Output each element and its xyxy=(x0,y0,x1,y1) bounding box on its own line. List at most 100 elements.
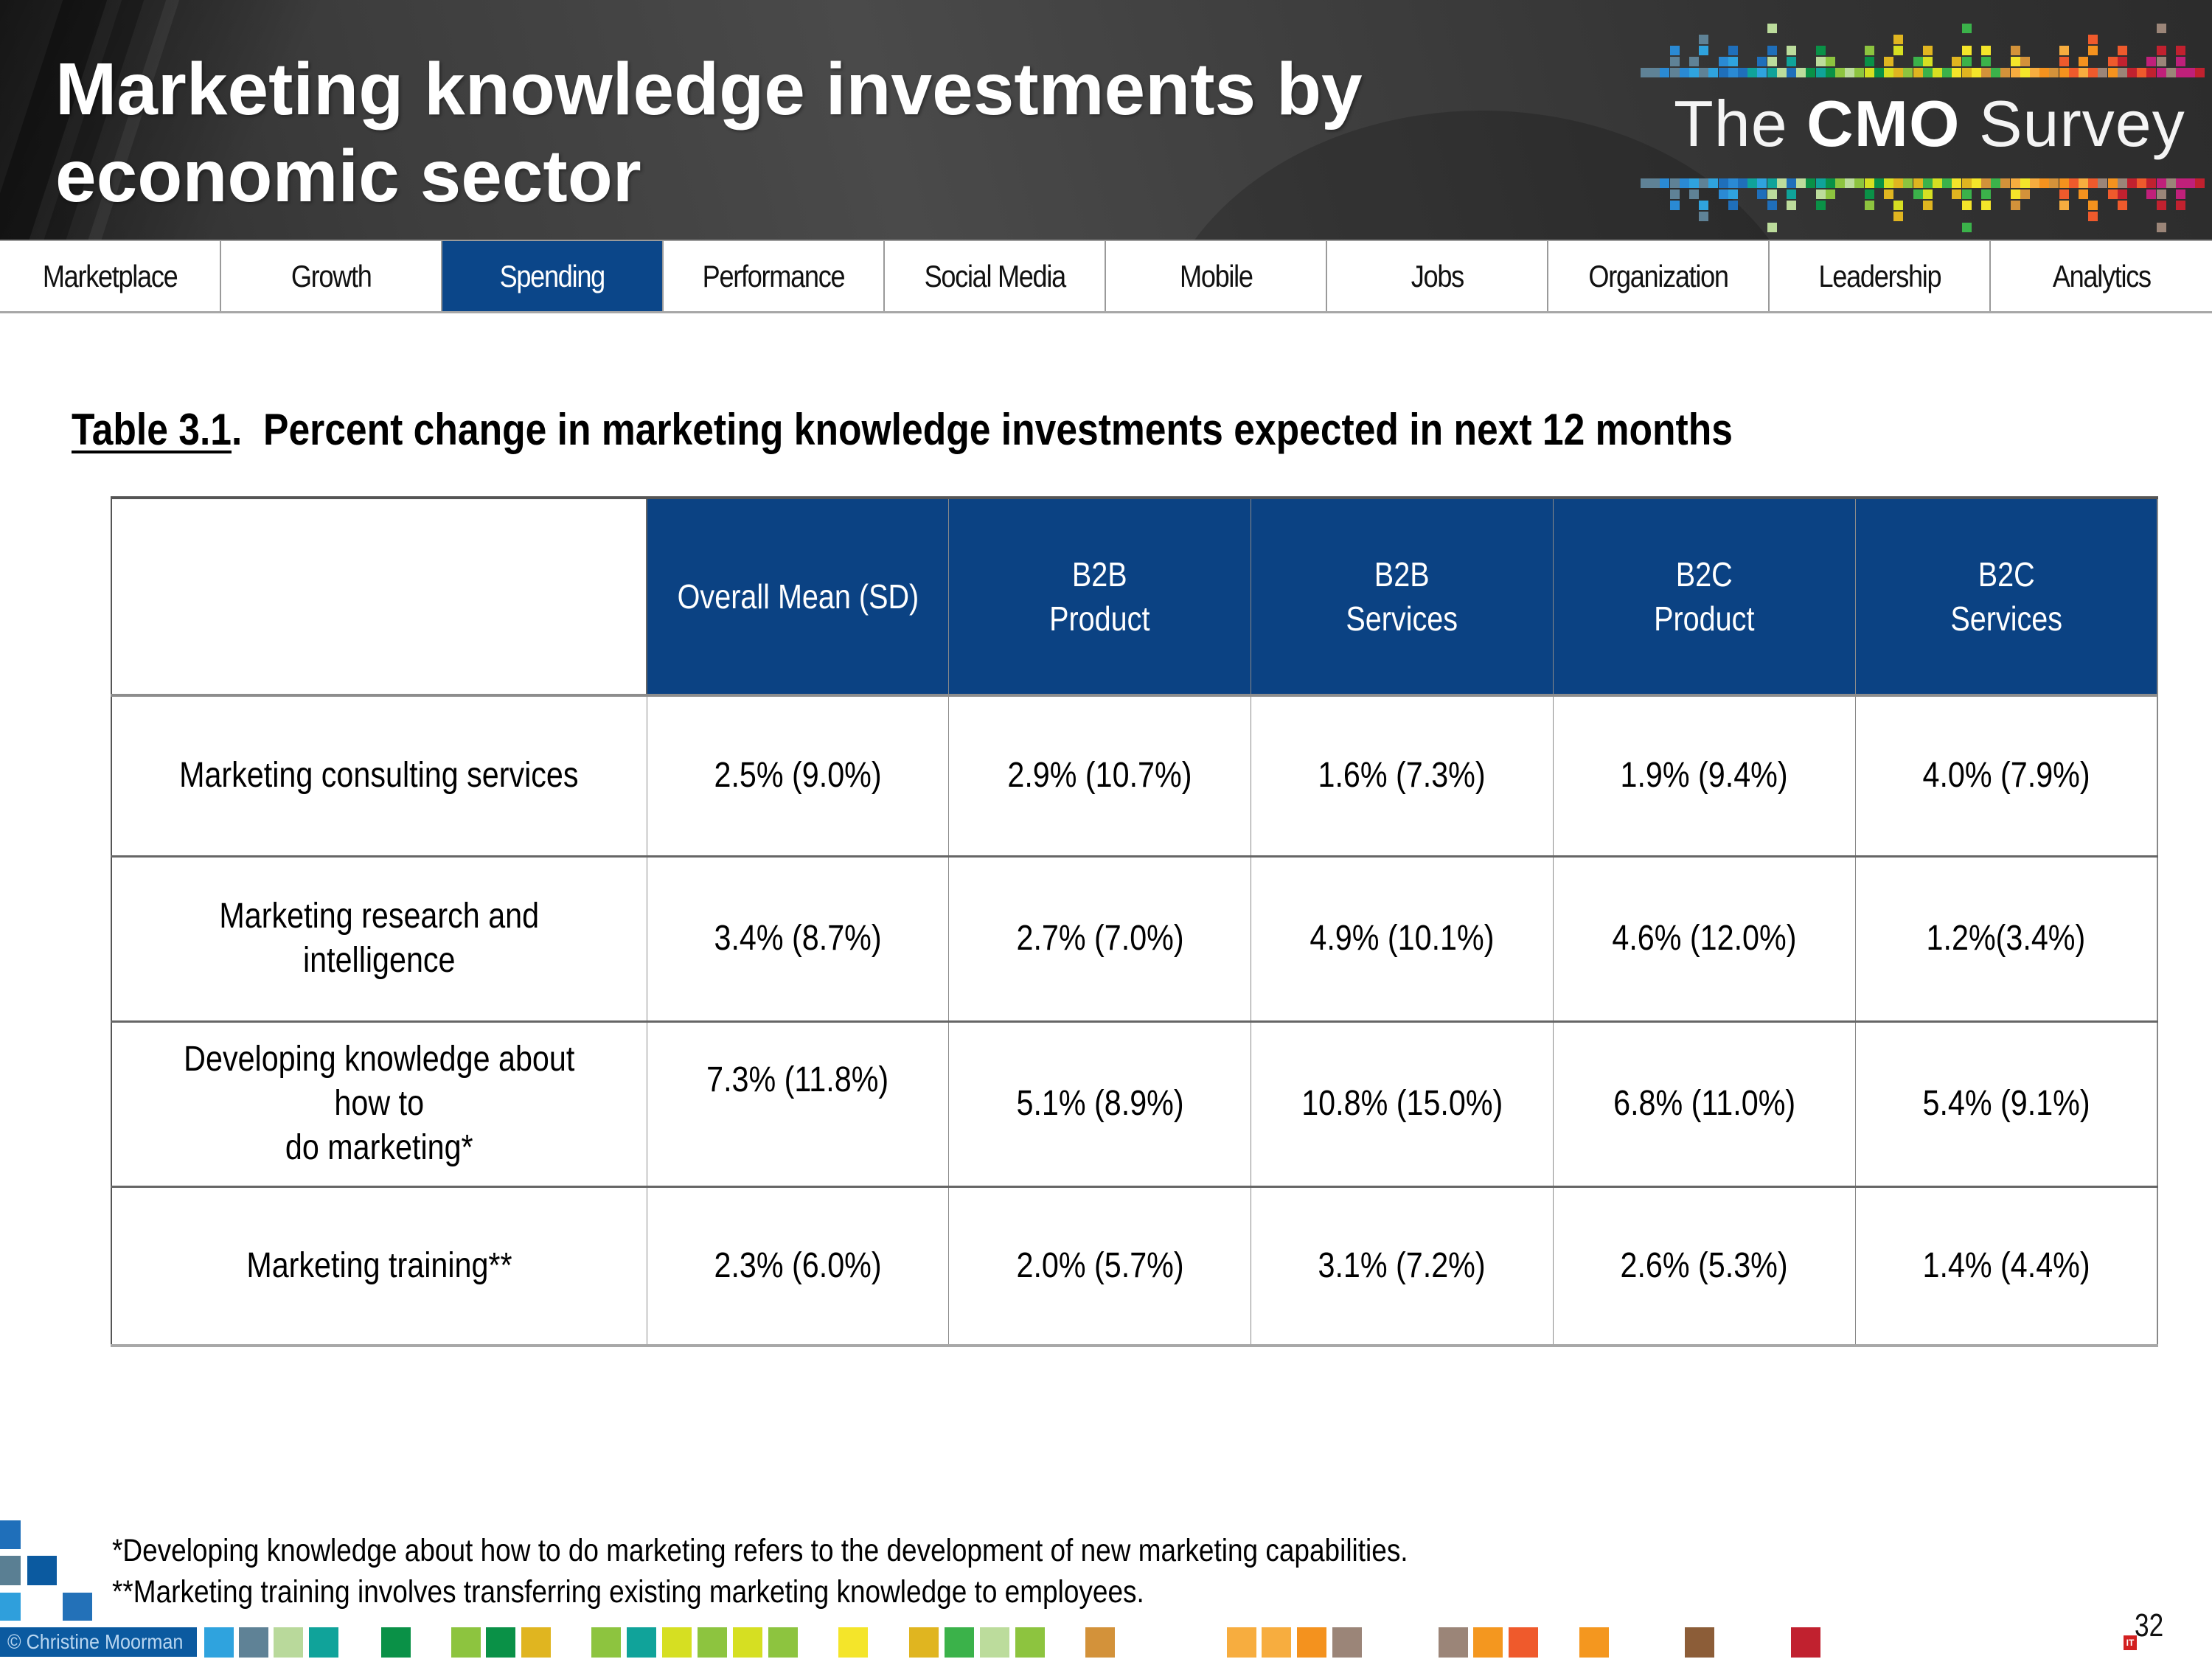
footer-strip-square xyxy=(945,1627,974,1658)
value-cell: 1.4% (4.4%) xyxy=(1855,1186,2158,1346)
logo-pixel xyxy=(2195,68,2205,77)
logo-pixel xyxy=(1845,178,1855,188)
logo-pixel xyxy=(2079,57,2088,66)
value-cell: 4.0% (7.9%) xyxy=(1855,694,2158,858)
value-text: 1.4% (4.4%) xyxy=(1922,1245,2090,1285)
logo-pixel xyxy=(2176,189,2185,199)
value-text: 1.6% (7.3%) xyxy=(1318,756,1486,796)
header-blank-cell xyxy=(111,498,647,695)
logo-pixel xyxy=(1961,57,1972,66)
logo-pixel xyxy=(1806,68,1816,77)
logo-pixel xyxy=(1864,201,1874,210)
footer-strip-square xyxy=(1685,1627,1714,1658)
logo-pixel xyxy=(1825,68,1835,77)
logo-pixel xyxy=(1708,68,1719,77)
logo-pixel xyxy=(1961,46,1972,55)
logo-pixel xyxy=(1641,178,1650,188)
logo-pixel xyxy=(1767,223,1777,232)
copyright-bar: © Christine Moorman xyxy=(0,1627,197,1657)
logo-pixel xyxy=(2010,68,2020,77)
value-text: 2.5% (9.0%) xyxy=(714,756,882,796)
logo-pixel xyxy=(2020,68,2030,77)
nav-tab-analytics[interactable]: Analytics xyxy=(1991,241,2212,311)
logo-pixel xyxy=(2156,189,2166,199)
table-number: Table 3.1 xyxy=(72,405,232,454)
logo-pixel xyxy=(2117,46,2127,55)
logo-pixel xyxy=(2117,201,2127,210)
footer-strip-square xyxy=(1473,1627,1503,1658)
logo-pixel xyxy=(1913,178,1923,188)
logo-pixel xyxy=(1767,24,1777,33)
logo-pixel xyxy=(1718,68,1728,77)
row-label: Marketing consulting services xyxy=(111,694,647,858)
logo-pixel xyxy=(1718,189,1728,199)
table-row: Marketing research and intelligence 3.4%… xyxy=(111,856,2158,1023)
logo-pixel xyxy=(1796,68,1806,77)
logo-pixel xyxy=(2059,68,2069,77)
footer-logo-square xyxy=(27,1556,57,1585)
it-badge-icon: IT xyxy=(2124,1635,2137,1650)
logo-pixel xyxy=(1650,178,1660,188)
logo-pixel xyxy=(2107,68,2118,77)
logo-pixel xyxy=(1776,68,1787,77)
footer-strip-square xyxy=(309,1627,338,1658)
page-title-line-2: economic sector xyxy=(55,135,641,218)
footer-strip-square xyxy=(1297,1627,1326,1658)
nav-tab-mobile[interactable]: Mobile xyxy=(1106,241,1327,311)
nav-tab-organization[interactable]: Organization xyxy=(1548,241,1770,311)
footer-strip-square xyxy=(909,1627,939,1658)
logo-pixel xyxy=(2068,68,2079,77)
logo-pixel xyxy=(1787,68,1796,77)
logo-pixel xyxy=(2010,57,2020,66)
footer-strip-square xyxy=(204,1627,234,1658)
logo-pixel xyxy=(2010,201,2020,210)
logo-pixel xyxy=(2146,189,2157,199)
nav-tab-spending[interactable]: Spending xyxy=(442,241,664,311)
logo-pixel xyxy=(1913,68,1923,77)
logo-pixel xyxy=(1728,46,1738,55)
logo-pixel xyxy=(2098,178,2108,188)
logo-pixel xyxy=(1699,201,1709,210)
column-header-b2c-product: B2C Product xyxy=(1553,498,1856,695)
logo-pixel xyxy=(1787,201,1796,210)
logo-pixel xyxy=(2117,57,2127,66)
footnote-2: **Marketing training involves transferri… xyxy=(112,1574,1144,1610)
footer-logo-square xyxy=(0,1556,21,1585)
logo-pixel xyxy=(1991,68,2001,77)
logo-pixel xyxy=(1952,178,1962,188)
logo-pixel xyxy=(1835,178,1845,188)
value-text: 6.8% (11.0%) xyxy=(1613,1084,1795,1123)
logo-pixel xyxy=(1757,189,1767,199)
nav-tab-growth[interactable]: Growth xyxy=(221,241,442,311)
logo-pixel xyxy=(1787,57,1796,66)
nav-tab-marketplace[interactable]: Marketplace xyxy=(0,241,221,311)
footer-strip-square xyxy=(1262,1627,1291,1658)
logo-pixel xyxy=(2000,68,2011,77)
value-cell: 2.3% (6.0%) xyxy=(647,1186,950,1346)
logo-pixel xyxy=(1971,68,1981,77)
logo-pixel xyxy=(2107,57,2118,66)
logo-pixel xyxy=(1922,189,1933,199)
nav-tab-jobs[interactable]: Jobs xyxy=(1327,241,1548,311)
footer-strip-square xyxy=(1332,1627,1362,1658)
logo-pixel xyxy=(1767,178,1777,188)
logo-pixel xyxy=(2185,178,2196,188)
logo-pixel xyxy=(2176,178,2185,188)
column-header-line-1: B2C xyxy=(1978,555,2035,594)
logo-pixel xyxy=(1767,57,1777,66)
logo-pixel xyxy=(2049,178,2059,188)
nav-tab-social-media[interactable]: Social Media xyxy=(885,241,1106,311)
logo-pixel xyxy=(1708,178,1719,188)
value-cell: 1.6% (7.3%) xyxy=(1251,694,1554,858)
logo-pixel xyxy=(1815,68,1826,77)
logo-pixel xyxy=(1669,178,1680,188)
logo-pixel xyxy=(2176,57,2185,66)
footer-strip-square xyxy=(838,1627,868,1658)
nav-tab-leadership[interactable]: Leadership xyxy=(1770,241,1991,311)
logo-pixel xyxy=(1641,68,1650,77)
value-cell: 10.8% (15.0%) xyxy=(1251,1021,1554,1188)
nav-tab-performance[interactable]: Performance xyxy=(664,241,885,311)
column-header-line-2: Services xyxy=(1346,599,1458,638)
value-cell: 6.8% (11.0%) xyxy=(1553,1021,1856,1188)
value-cell: 3.4% (8.7%) xyxy=(647,856,950,1023)
